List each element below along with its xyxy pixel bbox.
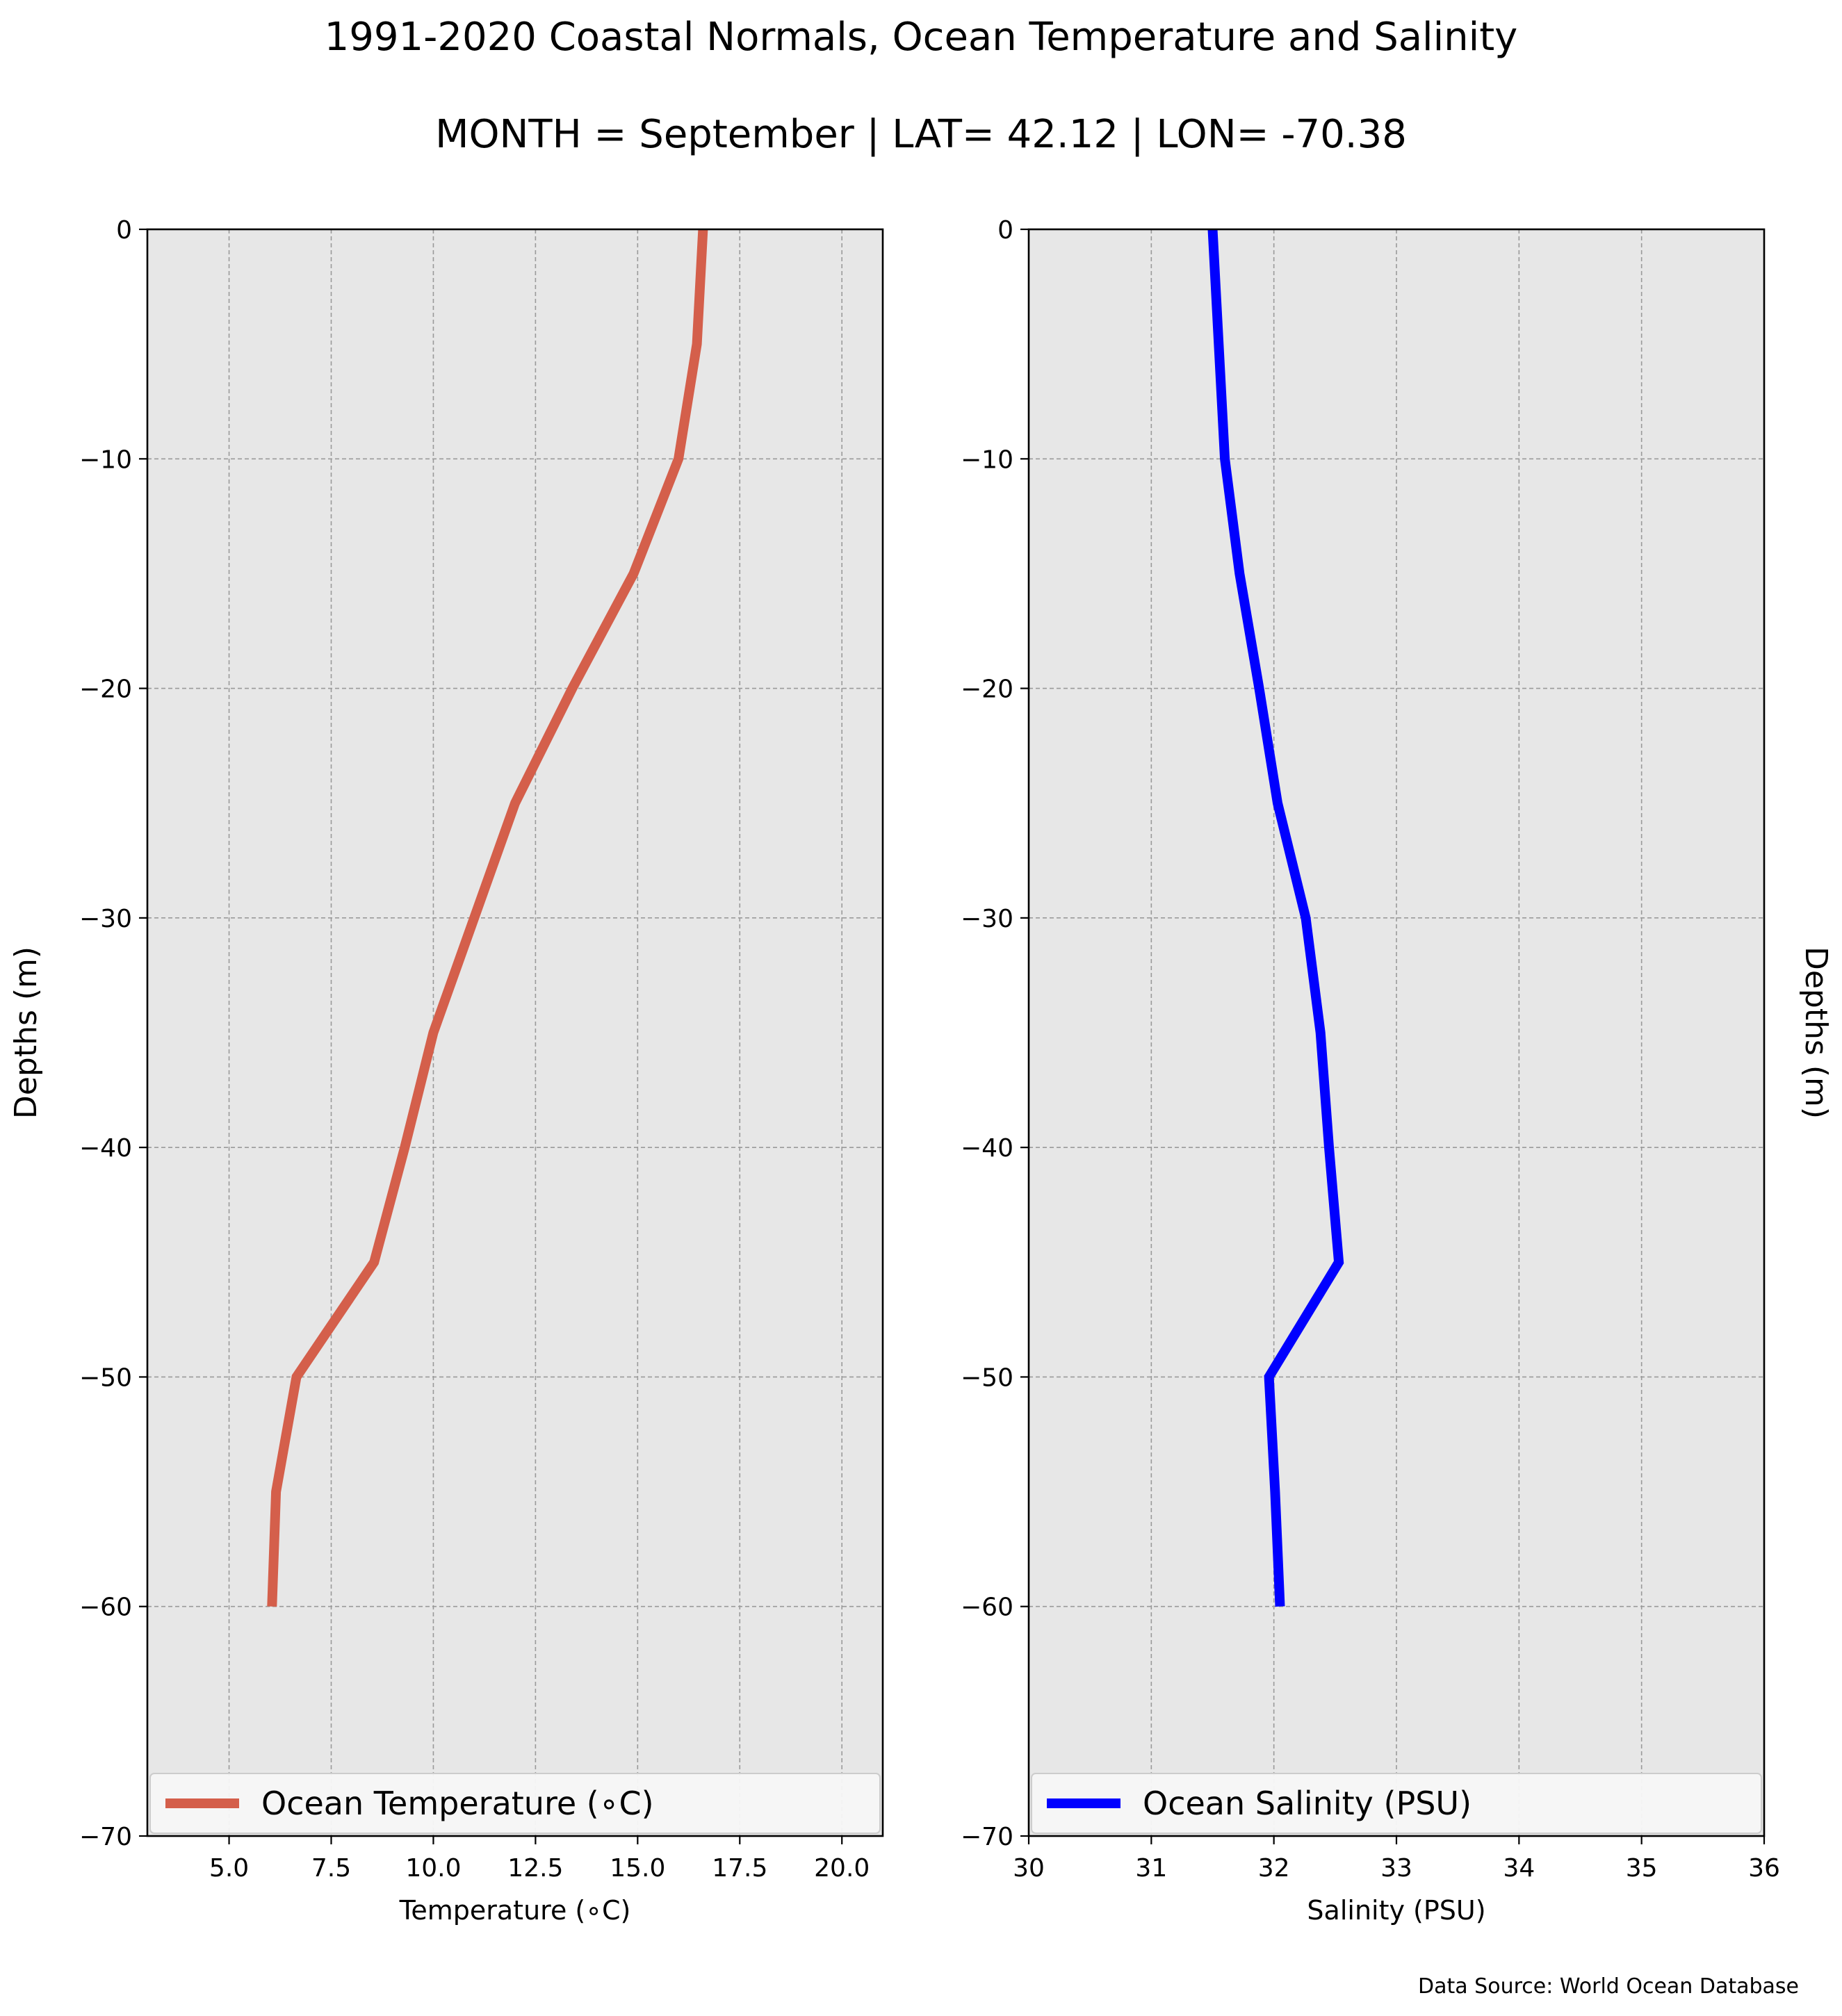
panel-temperature: 5.0 7.5 10.0 12.5 15.0 17.5 20.0 0 −10 −20 −30 −40 −… [8,216,884,1926]
legend-box [1031,1773,1762,1834]
x-tick-label: 20.0 [814,1854,870,1883]
y-axis-label: Depths (m) [1798,946,1834,1119]
x-axis-label: Temperature (∘C) [399,1895,631,1926]
legend-label: Ocean Temperature (∘C) [261,1785,654,1822]
x-axis-label: Salinity (PSU) [1307,1895,1485,1926]
data-source-note: Data Source: World Ocean Database [1418,1974,1799,1999]
x-tick-label: 5.0 [209,1854,249,1883]
x-tick-label: 32 [1258,1854,1290,1883]
y-tick-label: −50 [79,1363,132,1392]
y-tick-label: −40 [79,1134,132,1163]
x-tick-label: 35 [1626,1854,1658,1883]
y-tick-label: −30 [961,905,1013,933]
y-tick-label: 0 [997,216,1013,245]
x-tick-label: 12.5 [507,1854,563,1883]
x-tick-label: 7.5 [311,1854,351,1883]
legend-box [149,1773,881,1834]
chart-subtitle: MONTH = September | LAT= 42.12 | LON= -7… [435,112,1407,157]
legend-label: Ocean Salinity (PSU) [1143,1785,1472,1822]
plot-area [147,229,883,1836]
y-tick-label: −60 [961,1593,1013,1622]
y-tick-label: −60 [79,1593,132,1622]
x-tick-label: 34 [1503,1854,1535,1883]
axes-frame [146,228,884,1837]
y-tick-label: −10 [961,445,1013,474]
y-tick-label: −20 [961,675,1013,704]
y-axis-label: Depths (m) [8,946,44,1119]
y-tick-label: −10 [79,445,132,474]
x-tick-label: 17.5 [712,1854,767,1883]
legend: Ocean Salinity (PSU) [1031,1773,1762,1834]
y-tick-label: −50 [961,1363,1013,1392]
y-tick-label: −20 [79,675,132,704]
x-tick-label: 10.0 [405,1854,461,1883]
y-tick-label: −70 [79,1823,132,1851]
panel-salinity: 30 31 32 33 34 35 36 0 −10 −20 −30 −40 −50 −60 −70 Sali… [961,216,1834,1926]
x-tick-label: 15.0 [610,1854,665,1883]
legend: Ocean Temperature (∘C) [149,1773,881,1834]
x-tick-label: 36 [1748,1854,1780,1883]
x-tick-label: 33 [1380,1854,1412,1883]
y-tick-label: 0 [116,216,132,245]
y-tick-label: −40 [961,1134,1013,1163]
y-tick-label: −30 [79,905,132,933]
y-tick-label: −70 [961,1823,1013,1851]
x-tick-label: 30 [1013,1854,1045,1883]
x-tick-label: 31 [1135,1854,1167,1883]
chart-title: 1991-2020 Coastal Normals, Ocean Tempera… [325,15,1518,60]
